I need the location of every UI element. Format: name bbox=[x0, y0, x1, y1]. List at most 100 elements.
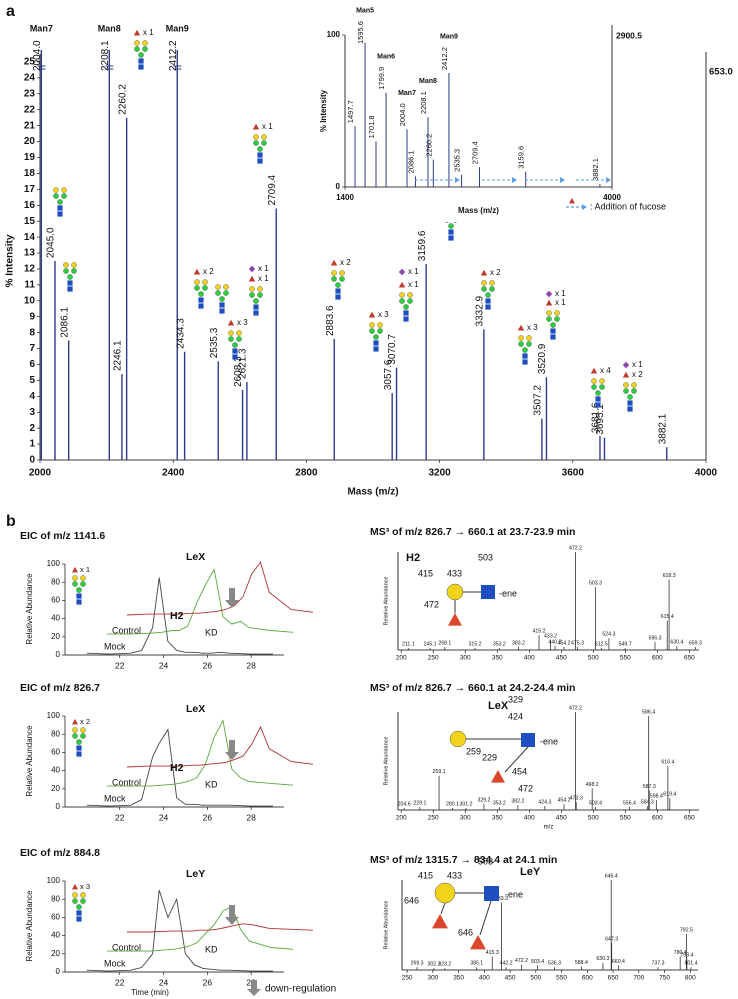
y-tick-label: 17 bbox=[24, 184, 36, 195]
fucose-icon bbox=[72, 719, 78, 725]
mannose-icon bbox=[526, 341, 532, 347]
peak-label: 659.3 bbox=[689, 640, 702, 646]
glcnac-icon bbox=[481, 585, 495, 599]
icon-label: x 1 bbox=[258, 264, 269, 273]
x-tick-label: 450 bbox=[556, 655, 567, 662]
peak-label: 1595.6 bbox=[356, 21, 365, 44]
fucose-icon bbox=[590, 367, 598, 374]
peak-label: 269.3 bbox=[411, 961, 424, 967]
peak-label: 473.3 bbox=[570, 796, 583, 802]
mannose-icon bbox=[80, 581, 86, 587]
x-tick-label: 600 bbox=[652, 655, 663, 662]
down-arrow-head bbox=[225, 917, 239, 925]
fucose-icon bbox=[72, 567, 78, 573]
mannose-icon bbox=[72, 581, 78, 587]
peak-label: 2535.3 bbox=[453, 149, 462, 172]
peak-label: 598.4 bbox=[650, 794, 663, 800]
fucose-icon bbox=[517, 324, 525, 331]
galactose-icon bbox=[339, 270, 345, 276]
series-label: Control bbox=[112, 942, 141, 952]
peak-label: 415.2 bbox=[533, 629, 546, 635]
y-axis-label: % Intensity bbox=[319, 89, 328, 132]
bond bbox=[440, 902, 446, 915]
y-tick-label: 23 bbox=[24, 88, 36, 99]
galactose-icon bbox=[80, 892, 86, 898]
x-axis-label: Mass (m/z) bbox=[347, 487, 398, 498]
glcnac-icon bbox=[232, 348, 238, 354]
fucose-icon bbox=[545, 299, 553, 306]
mannose-icon bbox=[627, 394, 633, 400]
glcnac-icon bbox=[232, 354, 238, 360]
peak-label: 549.7 bbox=[619, 641, 632, 647]
peak-label: 315.2 bbox=[468, 641, 481, 647]
x-tick-label: 250 bbox=[428, 815, 439, 822]
y-tick-label: 5 bbox=[29, 375, 35, 386]
y-tick-label: 25 bbox=[24, 57, 36, 68]
y-tick-label: 0 bbox=[29, 455, 35, 466]
trace bbox=[126, 923, 314, 933]
y-tick-label: 100 bbox=[47, 711, 61, 720]
galactose-icon bbox=[481, 280, 487, 286]
peak-label: 503.4 bbox=[531, 959, 544, 965]
mannose-icon bbox=[253, 298, 259, 304]
y-tick-label: 4 bbox=[29, 391, 35, 402]
glcnac-icon bbox=[627, 400, 633, 406]
fucose-icon bbox=[227, 319, 235, 326]
galactose-icon bbox=[599, 378, 605, 384]
fucose-icon bbox=[133, 29, 141, 36]
down-arrow bbox=[229, 740, 235, 752]
mannose-icon bbox=[249, 292, 255, 298]
glcnac-icon bbox=[76, 745, 82, 751]
mannose-icon bbox=[623, 388, 629, 394]
arrow-head bbox=[582, 204, 587, 210]
max-label: 2900.5 bbox=[616, 30, 642, 40]
down-arrow bbox=[229, 588, 235, 600]
series-label: Control bbox=[112, 625, 141, 635]
glcnac-icon bbox=[257, 158, 263, 164]
icon-label: x 2 bbox=[340, 258, 351, 267]
x-tick-label: 22 bbox=[115, 660, 125, 670]
peak-label: 1799.9 bbox=[377, 67, 386, 90]
fucose-icon bbox=[480, 269, 488, 276]
diagram-label: -ene bbox=[499, 588, 517, 598]
galactose-icon bbox=[72, 892, 78, 898]
inset-background bbox=[312, 0, 704, 222]
bond bbox=[479, 900, 492, 936]
mannose-icon bbox=[194, 285, 200, 291]
galactose-icon bbox=[449, 730, 467, 748]
galactose-icon bbox=[142, 40, 148, 46]
peak-label: 245.1 bbox=[424, 641, 437, 647]
icon-label: x 1 bbox=[555, 289, 566, 298]
peak-label: 3882.1 bbox=[591, 158, 600, 181]
peak-label: 2621.3 bbox=[238, 348, 249, 379]
glcnac-icon bbox=[76, 593, 82, 599]
peak-label: 2004.0 bbox=[398, 103, 407, 126]
mannose-icon bbox=[219, 296, 225, 302]
galactose-icon bbox=[63, 262, 69, 268]
peak-label: 280.1 bbox=[446, 801, 459, 807]
y-tick-label: 9 bbox=[29, 311, 35, 322]
y-tick-label: 40 bbox=[51, 614, 60, 623]
y-tick-label: 15 bbox=[24, 216, 36, 227]
glcnac-icon bbox=[335, 294, 341, 300]
peak-label: 353.2 bbox=[493, 800, 506, 806]
mannose-icon bbox=[485, 292, 491, 298]
mannose-icon bbox=[599, 384, 605, 390]
galactose-icon bbox=[489, 280, 495, 286]
peak-label: 586.4 bbox=[642, 709, 655, 715]
galactose-icon bbox=[236, 330, 242, 336]
peak-label: 512.5 bbox=[595, 641, 608, 647]
y-tick-label: 100 bbox=[47, 559, 61, 568]
galactose-icon bbox=[194, 279, 200, 285]
mannose-icon bbox=[522, 347, 528, 353]
galactose-icon bbox=[215, 284, 221, 290]
y-tick-label: 100 bbox=[327, 30, 341, 39]
y-tick-label: 60 bbox=[51, 596, 60, 605]
icon-label: x 3 bbox=[80, 882, 90, 891]
peak-label: 3159.6 bbox=[417, 230, 428, 261]
peak-name: Man5 bbox=[356, 8, 374, 15]
x-tick-label: 3200 bbox=[428, 468, 451, 479]
x-tick-label: 500 bbox=[588, 815, 599, 822]
sialic-icon bbox=[398, 268, 406, 276]
